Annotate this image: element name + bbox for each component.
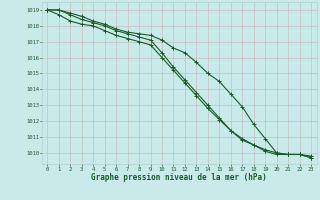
X-axis label: Graphe pression niveau de la mer (hPa): Graphe pression niveau de la mer (hPa) <box>91 173 267 182</box>
